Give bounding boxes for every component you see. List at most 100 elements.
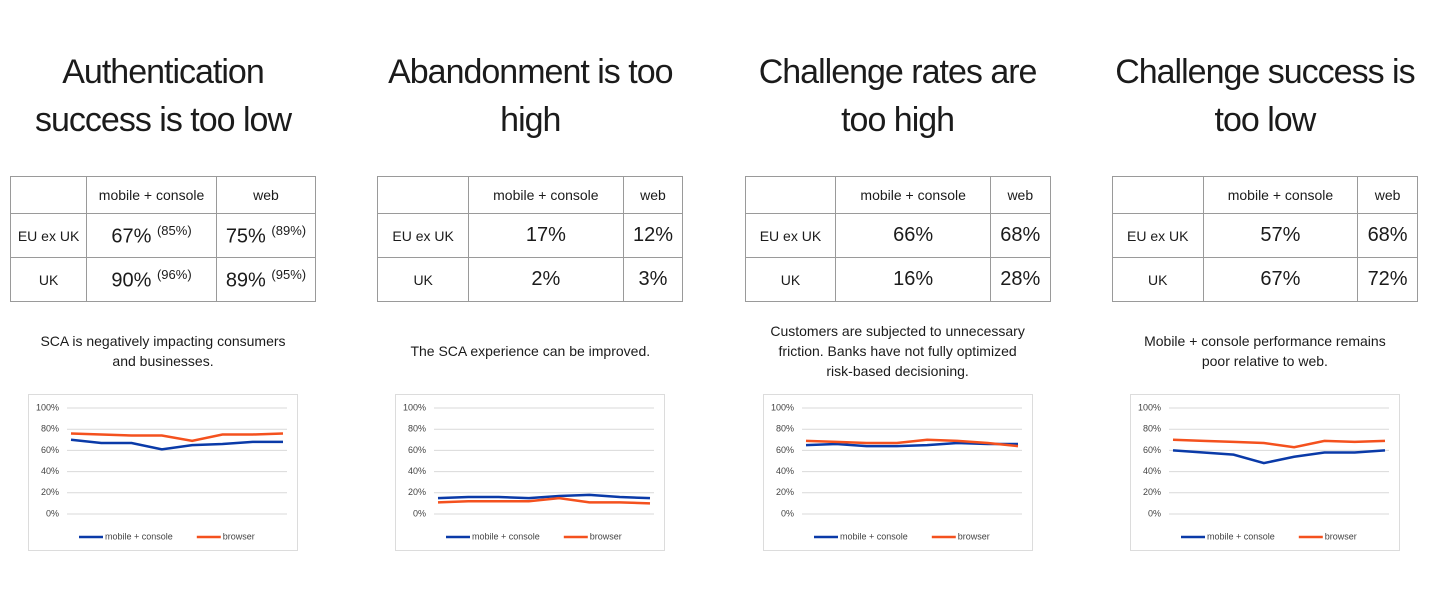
caption-line: risk-based decisioning. [826, 363, 969, 379]
cell-note: (96%) [156, 266, 192, 282]
y-tick-label: 100% [771, 402, 794, 412]
cell: 68% [1357, 213, 1418, 258]
header-cell: web [215, 176, 317, 214]
caption-line: poor relative to web. [1201, 353, 1328, 369]
title-line: Challenge success is [1115, 53, 1415, 91]
y-tick-label: 100% [1138, 402, 1161, 412]
series-line [438, 496, 651, 505]
legend-label: browser [957, 531, 989, 541]
caption-line: The SCA experience can be improved. [410, 343, 651, 359]
y-tick-label: 40% [1143, 466, 1161, 476]
cell: 3% [622, 257, 684, 302]
legend-label: browser [223, 531, 255, 541]
title-line: Abandonment is too [388, 53, 673, 91]
y-tick-label: 40% [408, 466, 426, 476]
title-line: too high [841, 101, 955, 139]
title-line: success is too low [35, 101, 292, 139]
table-row: EU ex UK 66% 68% [744, 213, 1051, 258]
series-line [1172, 438, 1385, 449]
cell-value: 75% [225, 225, 266, 248]
panel-title: Challenge success is too low [1072, 48, 1434, 144]
caption: SCA is negatively impacting consumers and… [0, 318, 346, 384]
table-row: UK 2% 3% [377, 257, 684, 302]
y-tick-label: 0% [1148, 508, 1161, 518]
cell: 67% [1202, 257, 1359, 302]
header-cell: mobile + console [86, 176, 217, 214]
legend-label: mobile + console [840, 531, 908, 541]
series-line [70, 438, 283, 451]
header-cell [1111, 176, 1204, 214]
legend-label: browser [1325, 531, 1357, 541]
header-row: mobile + console web [9, 176, 317, 214]
cell: 2% [468, 257, 624, 302]
header-row: mobile + console web [744, 176, 1051, 214]
caption: The SCA experience can be improved. [347, 318, 713, 384]
cell: 17% [468, 213, 624, 258]
cell-note: (89%) [271, 222, 307, 238]
y-tick-label: 80% [776, 424, 794, 434]
cell: 57% [1202, 213, 1359, 258]
chart: 0% 20% 40% 60% 80% 100% mobile + console browse… [762, 394, 1033, 551]
y-tick-label: 40% [41, 466, 59, 476]
series-line [70, 432, 284, 443]
title-line: Challenge rates are [758, 53, 1038, 91]
legend-label: mobile + console [1207, 531, 1275, 541]
legend-label: browser [590, 531, 622, 541]
cell: 89% (95%) [215, 257, 317, 302]
row-label: EU ex UK [9, 213, 88, 258]
y-tick-label: 0% [46, 508, 59, 518]
y-tick-label: 80% [1143, 424, 1161, 434]
caption-line: Customers are subjected to unnecessary [770, 323, 1025, 339]
header-row: mobile + console web [1111, 176, 1418, 214]
panel-title: Authentication success is too low [0, 48, 356, 144]
y-tick-label: 20% [41, 487, 59, 497]
cell-value: 89% [225, 269, 266, 292]
table: mobile + console web EU ex UK 57% 68% UK 67% 72… [1111, 176, 1418, 302]
chart: 0% 20% 40% 60% 80% 100% mobile + console browse… [28, 394, 298, 551]
header-cell: mobile + console [1202, 176, 1359, 214]
table: mobile + console web EU ex UK 66% 68% UK 16% 28… [744, 176, 1051, 302]
legend-label: mobile + console [472, 531, 540, 541]
cell: 16% [835, 257, 991, 302]
caption: Customers are subjected to unnecessary fr… [715, 318, 1081, 384]
header-cell: web [989, 176, 1051, 214]
panel: Challenge success is too low mobile + cons… [1111, 0, 1418, 603]
y-tick-label: 20% [1143, 487, 1161, 497]
caption-line: Mobile + console performance remains [1144, 333, 1386, 349]
caption-line: friction. Banks have not fully optimized [778, 343, 1017, 359]
chart: 0% 20% 40% 60% 80% 100% mobile + console browse… [1129, 394, 1400, 551]
cell: 72% [1357, 257, 1418, 302]
table: mobile + console web EU ex UK 67% (85%) 75% … [9, 176, 317, 302]
header-cell [9, 176, 88, 214]
row-label: EU ex UK [377, 213, 470, 258]
y-tick-label: 60% [776, 445, 794, 455]
row-label: EU ex UK [1111, 213, 1204, 258]
y-tick-label: 0% [781, 508, 794, 518]
header-cell: mobile + console [835, 176, 991, 214]
y-tick-label: 0% [413, 508, 426, 518]
panel-title: Challenge rates are too high [705, 48, 1091, 144]
cell: 75% (89%) [215, 213, 317, 258]
panel: Abandonment is too high mobile + console we… [377, 0, 684, 603]
y-tick-label: 80% [408, 424, 426, 434]
panel: Challenge rates are too high mobile + cons… [744, 0, 1051, 603]
row-label: UK [744, 257, 837, 302]
row-label: UK [1111, 257, 1204, 302]
panel: Authentication success is too low mobile +… [9, 0, 317, 603]
table-row: EU ex UK 57% 68% [1111, 213, 1418, 258]
header-cell [377, 176, 470, 214]
header-cell [744, 176, 837, 214]
panel-title: Abandonment is too high [337, 48, 723, 144]
y-tick-label: 60% [41, 445, 59, 455]
cell: 68% [989, 213, 1051, 258]
table-row: EU ex UK 17% 12% [377, 213, 684, 258]
caption-line: SCA is negatively impacting consumers [40, 333, 286, 349]
y-tick-label: 20% [776, 487, 794, 497]
header-row: mobile + console web [377, 176, 684, 214]
y-tick-label: 60% [408, 445, 426, 455]
y-tick-label: 60% [1143, 445, 1161, 455]
header-cell: mobile + console [468, 176, 624, 214]
legend-label: mobile + console [105, 531, 173, 541]
table-row: EU ex UK 67% (85%) 75% (89%) [9, 213, 317, 258]
y-tick-label: 100% [36, 402, 59, 412]
